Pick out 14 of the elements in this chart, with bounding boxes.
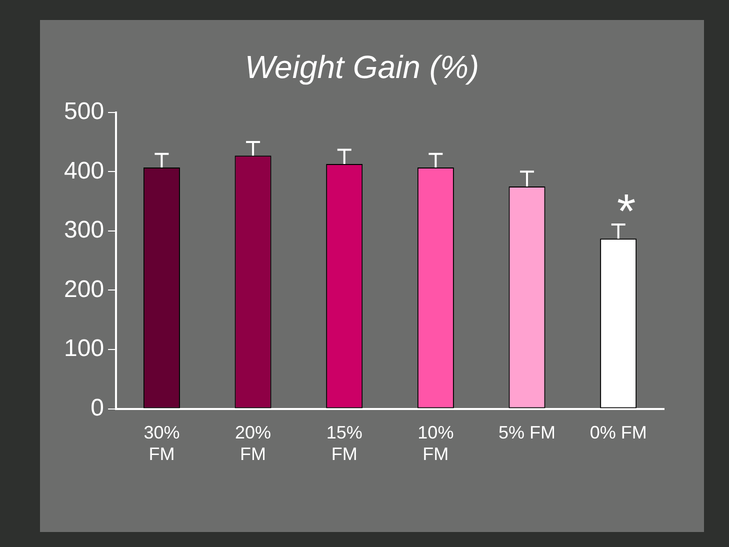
x-tick-label: 20% FM: [235, 422, 272, 464]
chart-title: Weight Gain (%): [244, 49, 480, 86]
annotation: *: [616, 186, 636, 239]
x-tick-label: 5% FM: [498, 422, 556, 443]
x-tick-label: 0% FM: [590, 422, 647, 443]
y-tick-label: 500: [64, 98, 104, 126]
x-tick-label: 10% FM: [418, 422, 454, 464]
y-tick-label: 400: [64, 157, 104, 184]
x-tick-label: 15% FM: [326, 422, 362, 464]
y-tick-label: 300: [64, 216, 104, 244]
y-tick-label: 100: [64, 335, 104, 362]
y-tick-label: 0: [90, 394, 104, 422]
x-tick-label: 30% FM: [144, 422, 180, 464]
y-tick-label: 200: [64, 276, 104, 303]
